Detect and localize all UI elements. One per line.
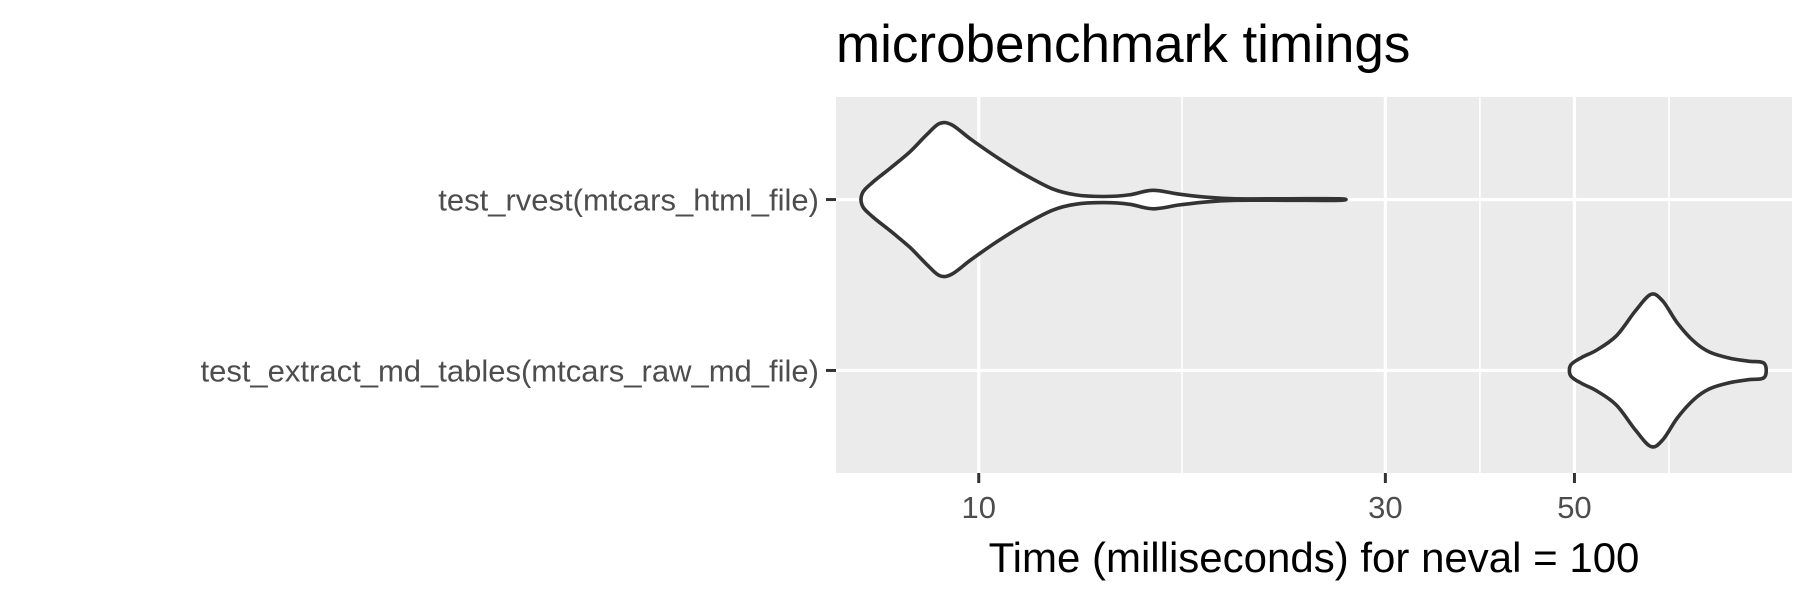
x-tick-label: 10: [962, 490, 996, 525]
x-tick-label: 50: [1557, 490, 1591, 525]
x-axis-title: Time (milliseconds) for neval = 100: [989, 534, 1640, 581]
y-axis: test_rvest(mtcars_html_file) test_extract…: [200, 183, 836, 388]
violin-2: [1567, 292, 1769, 449]
violin-1: [859, 120, 1348, 279]
y-tick-label: test_rvest(mtcars_html_file): [438, 183, 819, 218]
chart-title: microbenchmark timings: [836, 15, 1410, 74]
x-axis: 10 30 50: [962, 473, 1592, 525]
x-tick-label: 30: [1368, 490, 1402, 525]
violins: [859, 120, 1769, 449]
y-tick-label: test_extract_md_tables(mtcars_raw_md_fil…: [200, 353, 819, 388]
